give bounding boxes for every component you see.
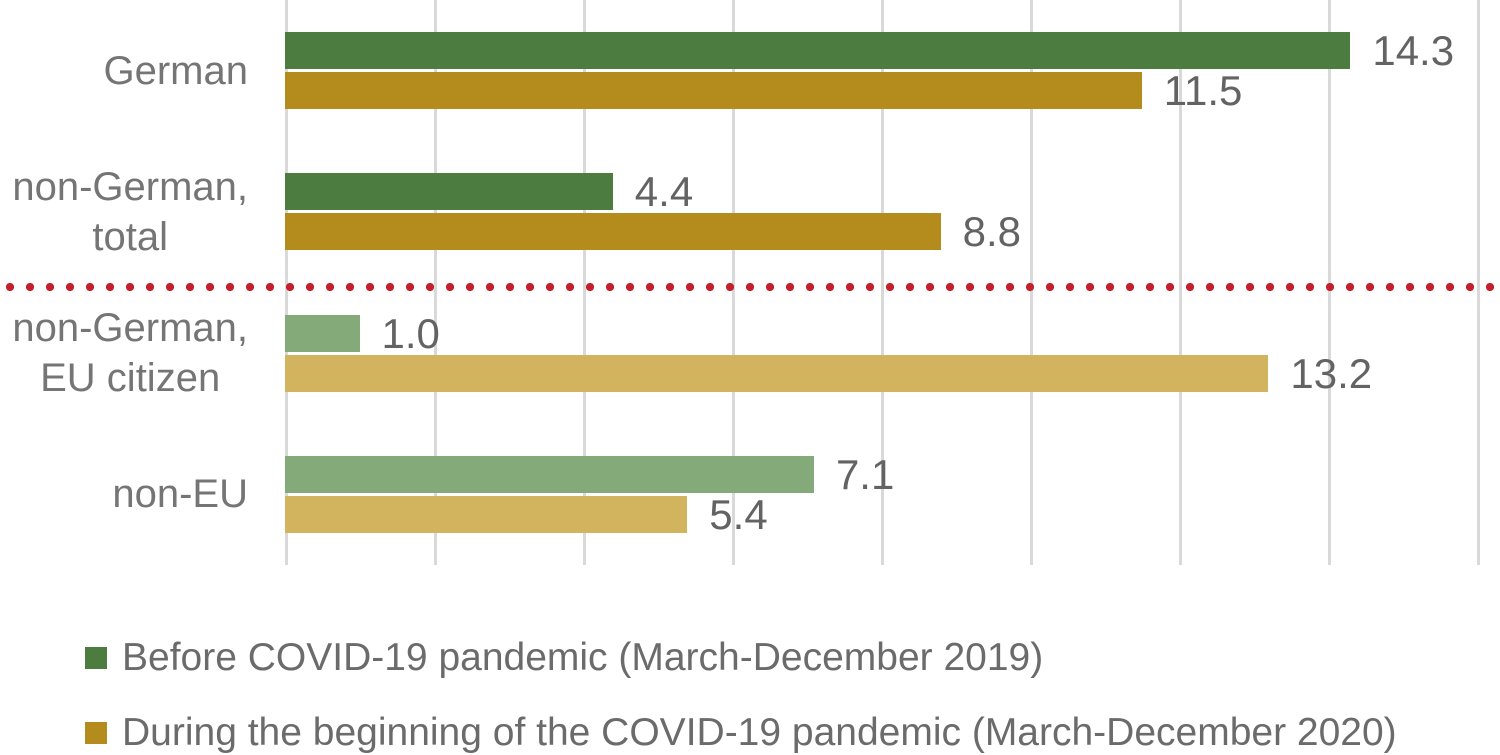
legend-swatch [85,647,107,669]
bar-row: 7.1 [285,450,1480,498]
bar-row: 13.2 [285,349,1480,397]
value-label: 13.2 [1290,349,1373,397]
category-slot: 4.4 8.8 [285,141,1480,282]
category-label: non-EU [112,472,248,517]
legend-item: During the beginning of the COVID-19 pan… [85,711,1397,755]
bar-row: 14.3 [285,27,1480,75]
category-labels: German non-German, total non-German, EU ci… [0,0,248,565]
legend-label: Before COVID-19 pandemic (March-December… [122,636,1044,679]
bar-row: 4.4 [285,168,1480,216]
value-label: 5.4 [709,490,768,538]
legend-swatch [85,722,107,744]
value-label: 8.8 [962,208,1021,256]
bar [285,213,941,251]
value-label: 4.4 [634,168,694,216]
bar-row: 5.4 [285,490,1480,538]
legend-label: During the beginning of the COVID-19 pan… [122,711,1397,754]
value-label: 1.0 [381,309,440,357]
category-label-slot: non-EU [0,424,248,565]
value-label: 11.5 [1163,67,1243,115]
category-label-slot: non-German, EU citizen [0,283,248,424]
category-label-slot: non-German, total [0,141,248,282]
value-label: 7.1 [835,450,895,498]
bar-row: 1.0 [285,309,1480,357]
category-slot: 7.1 5.4 [285,424,1480,565]
bar-row: 11.5 [285,67,1480,115]
bar-row: 8.8 [285,208,1480,256]
bar [285,32,1351,70]
bar [285,72,1142,110]
bar [285,455,814,493]
bar [285,173,613,211]
value-label: 14.3 [1372,27,1455,75]
bar [285,354,1269,392]
category-slot: 1.0 13.2 [285,283,1480,424]
category-slot: 14.3 11.5 [285,0,1480,141]
category-label: German [103,48,249,93]
divider-dotted-line [0,281,1500,293]
category-label-slot: German [0,0,249,141]
category-label: non-German, total [12,164,248,259]
category-label: non-German, EU citizen [12,306,248,401]
bar [285,495,688,533]
legend-item: Before COVID-19 pandemic (March-December… [85,636,1043,680]
bar [285,314,360,352]
